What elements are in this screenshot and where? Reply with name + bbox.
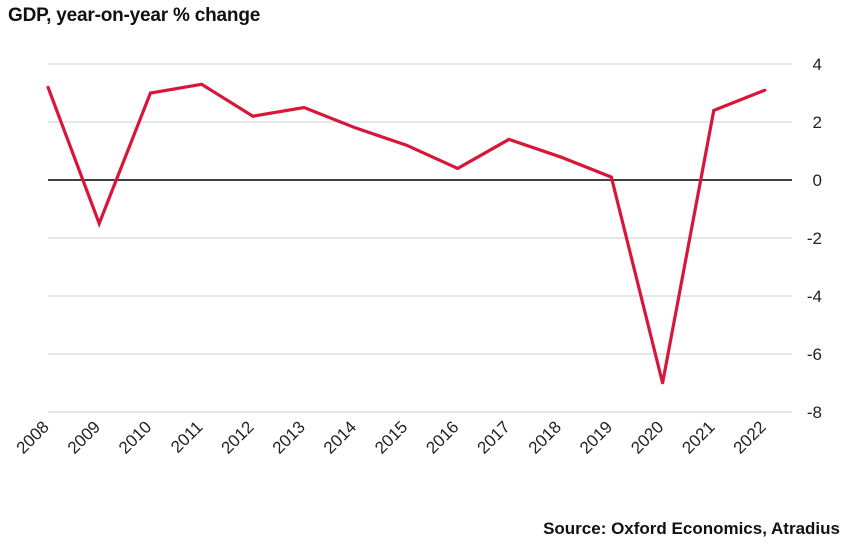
data-point (353, 126, 357, 130)
x-tick-label: 2013 (269, 417, 309, 457)
x-tick-label: 2011 (167, 417, 206, 456)
y-tick-label: -6 (807, 345, 822, 364)
data-point (609, 175, 613, 179)
data-point (97, 222, 101, 225)
x-tick-label: 2015 (371, 417, 411, 457)
x-tick-label: 2020 (627, 417, 667, 457)
y-tick-label: -8 (807, 403, 822, 422)
x-tick-label: 2014 (320, 417, 360, 457)
x-tick-label: 2019 (576, 417, 616, 457)
data-point (405, 143, 408, 147)
data-point (558, 155, 562, 159)
data-point (661, 381, 664, 385)
x-tick-label: 2018 (525, 417, 565, 457)
x-tick-label: 2021 (678, 417, 718, 457)
x-tick-label: 2022 (730, 417, 770, 457)
data-point (200, 82, 204, 86)
x-tick-label: 2012 (218, 417, 258, 457)
y-tick-label: 0 (813, 171, 822, 190)
data-point (149, 91, 152, 95)
y-tick-label: -2 (807, 229, 822, 248)
data-point (456, 167, 460, 170)
data-point (712, 109, 716, 112)
x-tick-label: 2017 (474, 417, 514, 457)
y-tick-label: 2 (813, 113, 822, 132)
data-point (507, 138, 511, 141)
x-tick-label: 2010 (115, 417, 155, 457)
y-tick-label: -4 (807, 287, 822, 306)
y-tick-label: 4 (813, 55, 822, 74)
data-point (46, 85, 50, 89)
data-point (302, 106, 306, 109)
gridlines (48, 63, 792, 413)
series-layer (46, 82, 767, 385)
data-point (251, 114, 255, 118)
data-point (763, 88, 767, 92)
y-axis-ticks: 4 2 0 -2 -4 -6 -8 (807, 55, 822, 422)
x-tick-label: 2009 (64, 417, 104, 457)
series-line (46, 82, 766, 384)
chart-title: GDP, year-on-year % change (8, 5, 261, 26)
x-tick-label: 2016 (422, 417, 462, 457)
x-axis-ticks: 2008 2009 2010 2011 2012 2013 2014 2015 2016 2017… (13, 417, 770, 457)
x-tick-label: 2008 (13, 417, 53, 457)
chart-source: Source: Oxford Economics, Atradius (543, 519, 840, 538)
